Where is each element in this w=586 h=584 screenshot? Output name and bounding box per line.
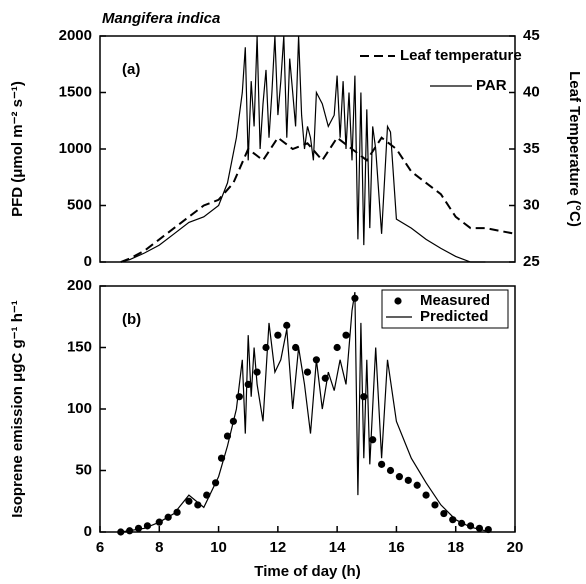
y-tick-label: 1500 bbox=[59, 83, 92, 100]
data-point bbox=[333, 343, 341, 352]
legend-swatch bbox=[394, 297, 402, 305]
data-point bbox=[404, 476, 412, 484]
data-point bbox=[422, 491, 430, 499]
y-tick-label: 500 bbox=[67, 196, 92, 213]
x-tick-label: 16 bbox=[388, 539, 405, 556]
data-point bbox=[253, 368, 261, 376]
data-point bbox=[185, 497, 193, 505]
data-point bbox=[262, 343, 270, 352]
panel-label: (b) bbox=[122, 311, 141, 328]
x-tick-label: 12 bbox=[270, 539, 287, 556]
series-line bbox=[120, 136, 516, 263]
y2-tick-label: 35 bbox=[523, 140, 540, 157]
data-point bbox=[413, 481, 421, 489]
y2-axis-label: Leaf Temperature (°C) bbox=[566, 71, 583, 227]
x-tick-label: 6 bbox=[96, 539, 104, 556]
y-tick-label: 2000 bbox=[59, 27, 92, 44]
legend-label: PAR bbox=[476, 77, 507, 94]
panel-label: (a) bbox=[122, 61, 140, 78]
data-point bbox=[283, 321, 291, 329]
data-point bbox=[173, 508, 181, 516]
data-point bbox=[194, 501, 202, 509]
x-tick-label: 18 bbox=[447, 539, 464, 556]
y-tick-label: 150 bbox=[67, 338, 92, 355]
data-point bbox=[440, 509, 448, 518]
y2-tick-label: 25 bbox=[523, 253, 540, 270]
data-point bbox=[386, 466, 395, 475]
data-point bbox=[484, 525, 492, 534]
y-tick-label: 50 bbox=[75, 461, 92, 478]
data-point bbox=[378, 460, 386, 468]
plot-frame bbox=[99, 35, 516, 263]
data-point bbox=[292, 343, 300, 352]
legend-label: Predicted bbox=[420, 308, 488, 325]
x-axis-label: Time of day (h) bbox=[254, 563, 360, 580]
y2-tick-label: 30 bbox=[523, 196, 540, 213]
data-point bbox=[369, 436, 377, 444]
y-tick-label: 0 bbox=[84, 253, 92, 270]
y-tick-label: 200 bbox=[67, 277, 92, 294]
y2-tick-label: 40 bbox=[523, 83, 540, 100]
x-tick-label: 8 bbox=[155, 539, 163, 556]
y-tick-label: 1000 bbox=[59, 140, 92, 157]
data-point bbox=[274, 331, 282, 339]
data-point bbox=[235, 393, 243, 401]
data-point bbox=[342, 331, 350, 339]
data-point bbox=[303, 368, 312, 376]
legend-label: Leaf temperature bbox=[400, 47, 522, 64]
legend-box bbox=[381, 289, 509, 329]
data-point bbox=[117, 528, 125, 536]
x-tick-label: 14 bbox=[329, 539, 346, 556]
series-line bbox=[120, 35, 486, 263]
y-tick-label: 100 bbox=[67, 400, 92, 417]
series-line bbox=[120, 292, 486, 533]
y-tick-label: 0 bbox=[84, 523, 92, 540]
data-point bbox=[395, 473, 403, 481]
legend-label: Measured bbox=[420, 292, 490, 309]
y-axis-label: PFD (μmol m⁻² s⁻¹) bbox=[9, 81, 26, 217]
y2-tick-label: 45 bbox=[523, 27, 540, 44]
x-tick-label: 10 bbox=[210, 539, 227, 556]
data-point bbox=[431, 501, 439, 509]
chart-title: Mangifera indica bbox=[102, 10, 220, 27]
y-axis-label: Isoprene emission μgC g⁻¹ h⁻¹ bbox=[9, 300, 26, 518]
x-tick-label: 20 bbox=[507, 539, 524, 556]
